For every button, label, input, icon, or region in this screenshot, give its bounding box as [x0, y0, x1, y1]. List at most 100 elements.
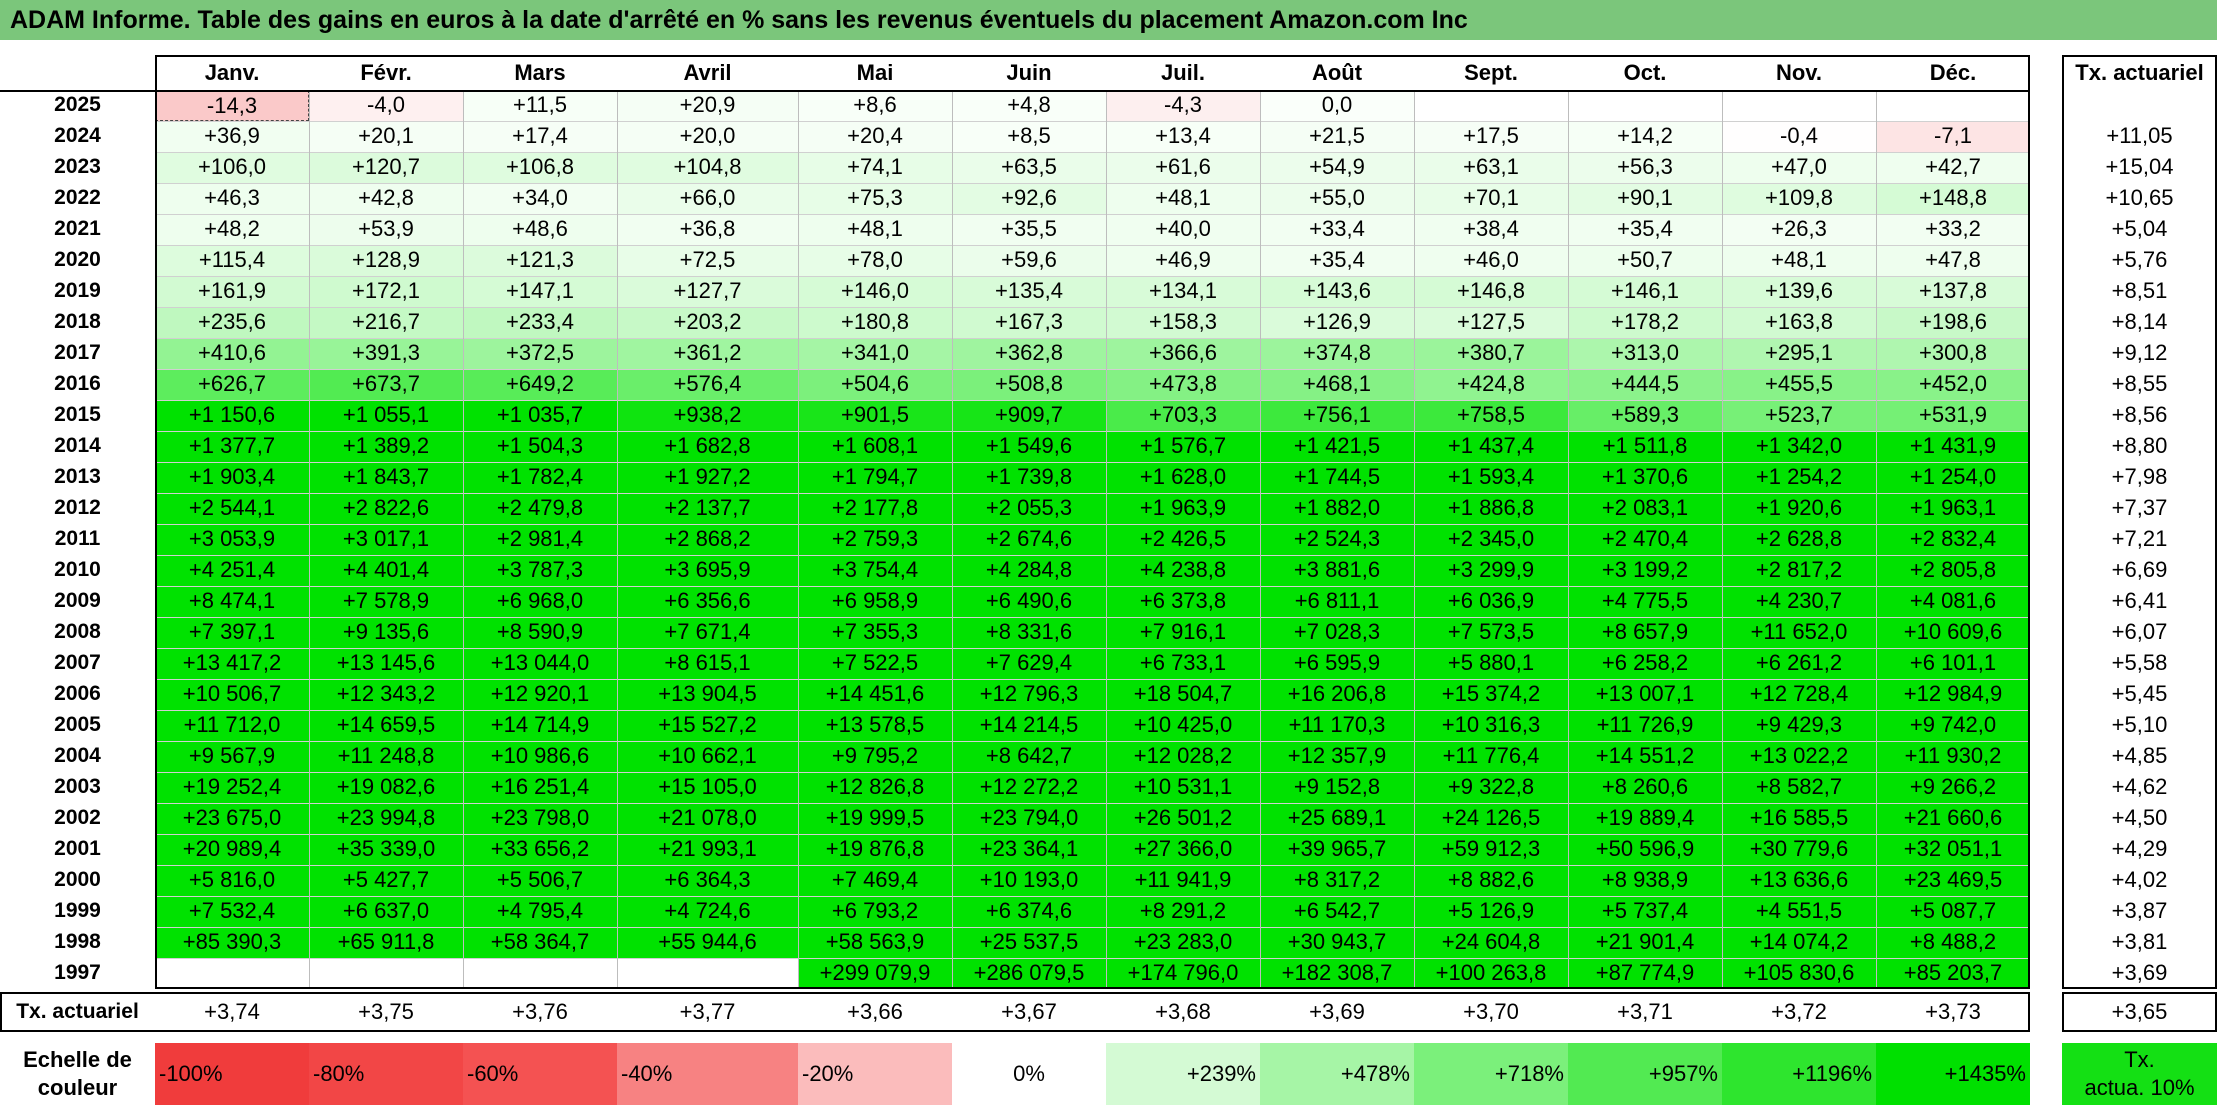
- table-cell: +36,8: [617, 214, 798, 245]
- table-cell: +19 252,4: [155, 772, 309, 803]
- table-cell: +703,3: [1106, 400, 1260, 431]
- table-cell: +1 342,0: [1722, 431, 1876, 462]
- table-cell: [1876, 90, 2030, 121]
- table-cell: +21 660,6: [1876, 803, 2030, 834]
- table-cell: +15 374,2: [1414, 679, 1568, 710]
- rate-cell: +5,58: [2111, 650, 2168, 675]
- table-cell: +362,8: [952, 338, 1106, 369]
- table-cell: +6 793,2: [798, 896, 952, 927]
- footer-cell: +3,72: [1771, 999, 1827, 1024]
- table-cell: +6 101,1: [1876, 648, 2030, 679]
- scale-label: Echelle de couleur: [0, 1043, 155, 1105]
- table-cell: +33,2: [1876, 214, 2030, 245]
- table-cell: +26 501,2: [1106, 803, 1260, 834]
- table-cell: +626,7: [155, 369, 309, 400]
- table-cell: +17,5: [1414, 121, 1568, 152]
- table-cell: +180,8: [798, 307, 952, 338]
- table-cell: +23 469,5: [1876, 865, 2030, 896]
- table-cell: +35,4: [1260, 245, 1414, 276]
- table-cell: +576,4: [617, 369, 798, 400]
- table-cell: +1 843,7: [309, 462, 463, 493]
- table-cell: +10 662,1: [617, 741, 798, 772]
- rate-cell: +7,98: [2111, 464, 2168, 489]
- table-cell: +6 542,7: [1260, 896, 1414, 927]
- year-label: 2016: [54, 372, 101, 395]
- table-cell: +4 724,6: [617, 896, 798, 927]
- table-cell: +14 714,9: [463, 710, 617, 741]
- table-cell: +3 695,9: [617, 555, 798, 586]
- table-cell: +2 832,4: [1876, 524, 2030, 555]
- table-cell: +143,6: [1260, 276, 1414, 307]
- table-cell: +23 283,0: [1106, 927, 1260, 958]
- table-cell: +756,1: [1260, 400, 1414, 431]
- table-cell: +18 504,7: [1106, 679, 1260, 710]
- footer-cell: +3,67: [1001, 999, 1057, 1024]
- rate-header: Tx. actuariel: [2075, 60, 2204, 85]
- table-cell: +3 199,2: [1568, 555, 1722, 586]
- table-cell: +6 374,6: [952, 896, 1106, 927]
- table-cell: +299 079,9: [798, 958, 952, 989]
- row-divider: [155, 152, 2030, 153]
- table-cell: +5 737,4: [1568, 896, 1722, 927]
- table-cell: +341,0: [798, 338, 952, 369]
- scale-step: -60%: [463, 1043, 617, 1105]
- scale-step: +1196%: [1722, 1043, 1876, 1105]
- table-cell: +3 881,6: [1260, 555, 1414, 586]
- table-cell: +11 248,8: [309, 741, 463, 772]
- table-cell: +2 083,1: [1568, 493, 1722, 524]
- table-cell: +12 728,4: [1722, 679, 1876, 710]
- table-cell: +135,4: [952, 276, 1106, 307]
- table-cell: 0,0: [1260, 90, 1414, 121]
- table-cell: +42,8: [309, 183, 463, 214]
- table-cell: +4 081,6: [1876, 586, 2030, 617]
- scale-step: +957%: [1568, 1043, 1722, 1105]
- table-cell: +313,0: [1568, 338, 1722, 369]
- month-header: Août: [1311, 60, 1363, 85]
- table-cell: +100 263,8: [1414, 958, 1568, 989]
- table-cell: +70,1: [1414, 183, 1568, 214]
- year-label: 2024: [54, 124, 101, 147]
- table-cell: +1 882,0: [1260, 493, 1414, 524]
- month-header: Oct.: [1623, 60, 1667, 85]
- table-cell: +13 044,0: [463, 648, 617, 679]
- rate-cell: +6,41: [2111, 588, 2168, 613]
- table-cell: +146,0: [798, 276, 952, 307]
- table-cell: +23 675,0: [155, 803, 309, 834]
- month-header: Juil.: [1160, 60, 1205, 85]
- table-cell: +59,6: [952, 245, 1106, 276]
- table-cell: +35,4: [1568, 214, 1722, 245]
- table-cell: +523,7: [1722, 400, 1876, 431]
- table-cell: +126,9: [1260, 307, 1414, 338]
- table-cell: +6 958,9: [798, 586, 952, 617]
- scale-step: -40%: [617, 1043, 798, 1105]
- table-cell: +158,3: [1106, 307, 1260, 338]
- table-cell: +14 214,5: [952, 710, 1106, 741]
- table-cell: +366,6: [1106, 338, 1260, 369]
- table-cell: +127,5: [1414, 307, 1568, 338]
- table-cell: +25 537,5: [952, 927, 1106, 958]
- table-cell: +1 504,3: [463, 431, 617, 462]
- table-cell: -4,0: [309, 90, 463, 121]
- table-cell: +1 739,8: [952, 462, 1106, 493]
- table-cell: +233,4: [463, 307, 617, 338]
- table-cell: +148,8: [1876, 183, 2030, 214]
- table-cell: +1 963,9: [1106, 493, 1260, 524]
- table-cell: +673,7: [309, 369, 463, 400]
- table-cell: +174 796,0: [1106, 958, 1260, 989]
- table-cell: +14 659,5: [309, 710, 463, 741]
- rate-cell: +5,45: [2111, 681, 2168, 706]
- table-cell: +34,0: [463, 183, 617, 214]
- table-cell: +7 469,4: [798, 865, 952, 896]
- table-cell: +909,7: [952, 400, 1106, 431]
- table-cell: +5 816,0: [155, 865, 309, 896]
- table-cell: +63,1: [1414, 152, 1568, 183]
- table-cell: +8 582,7: [1722, 772, 1876, 803]
- table-cell: +8 260,6: [1568, 772, 1722, 803]
- rate-cell: +4,62: [2111, 774, 2168, 799]
- footer-rate: +3,65: [2111, 999, 2168, 1024]
- table-cell: +6 811,1: [1260, 586, 1414, 617]
- table-cell: +172,1: [309, 276, 463, 307]
- year-label: 2004: [54, 744, 101, 767]
- year-label: 2018: [54, 310, 101, 333]
- table-cell: +6 637,0: [309, 896, 463, 927]
